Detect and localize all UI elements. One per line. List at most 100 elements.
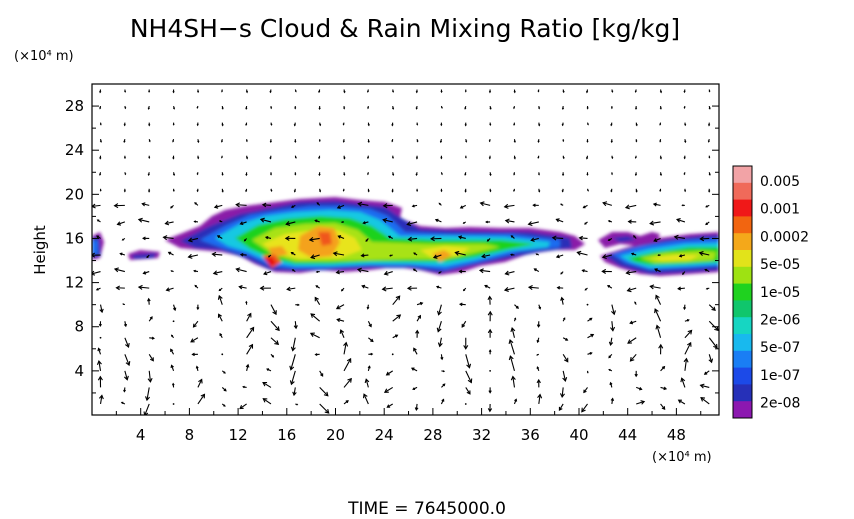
wind-arrow: [310, 254, 320, 259]
wind-arrow-head: [294, 90, 297, 93]
wind-arrow-head: [170, 270, 173, 273]
x-tick-label: 32: [472, 426, 491, 444]
wind-arrow-head: [484, 284, 488, 288]
wind-arrow-head: [245, 123, 248, 126]
wind-arrow-head: [714, 326, 719, 332]
wind-arrow-head: [293, 325, 298, 330]
wind-arrow-head: [462, 221, 465, 224]
wind-arrow-head: [314, 219, 318, 223]
wind-arrow-head: [147, 173, 150, 177]
wind-arrow: [383, 219, 393, 223]
wind-arrow-head: [217, 294, 223, 300]
wind-arrow-head: [294, 173, 297, 176]
wind-arrow-head: [385, 371, 390, 376]
wind-arrow-head: [245, 140, 248, 143]
wind-arrow-head: [196, 307, 200, 311]
wind-arrow-head: [293, 190, 296, 193]
wind-arrow-head: [239, 221, 244, 226]
wind-arrow-head: [559, 393, 565, 399]
wind-arrow-head: [360, 253, 365, 258]
wind-arrow-head: [218, 288, 222, 292]
wind-arrow-head: [537, 140, 540, 143]
wind-arrow-head: [607, 238, 611, 241]
wind-arrow-head: [318, 190, 322, 193]
colorbar-label: 0.0002: [760, 229, 809, 245]
wind-arrow-head: [172, 140, 175, 143]
wind-arrow-head: [414, 407, 419, 411]
wind-arrow-head: [319, 123, 322, 127]
x-tick-label: 44: [618, 426, 637, 444]
wind-arrow-head: [487, 408, 493, 413]
wind-arrow-head: [439, 140, 443, 144]
wind-arrow-head: [680, 377, 686, 383]
wind-arrow-head: [413, 347, 417, 352]
wind-arrow: [310, 332, 320, 339]
wind-arrow-head: [436, 327, 442, 333]
wind-arrow-head: [440, 173, 443, 176]
wind-arrow-head: [438, 202, 441, 205]
wind-arrow: [433, 254, 442, 259]
wind-arrow: [676, 218, 686, 223]
wind-arrow: [505, 271, 515, 275]
wind-arrow-head: [267, 255, 271, 258]
wind-arrow-head: [391, 190, 394, 193]
wind-arrow: [660, 403, 666, 410]
wind-arrow-head: [659, 123, 662, 126]
colorbar: 0.005 0.001 0.0002 5e-05 1e-05 2e-06 5e-07 1e-0…: [732, 165, 809, 419]
wind-arrow: [625, 204, 637, 209]
wind-arrow-head: [585, 157, 589, 160]
wind-arrow-head: [346, 357, 352, 363]
wind-arrow-head: [343, 90, 346, 94]
wind-arrow-head: [123, 140, 126, 144]
wind-arrow-head: [663, 386, 668, 391]
colorbar-swatch: [733, 317, 752, 335]
wind-arrow-head: [171, 382, 175, 386]
wind-arrow-head: [601, 254, 607, 260]
wind-arrow-head: [538, 306, 542, 310]
wind-arrow-head: [465, 156, 467, 159]
wind-arrow-head: [441, 106, 443, 109]
wind-arrow-head: [383, 388, 389, 393]
wind-arrow-head: [394, 334, 399, 338]
wind-arrow-head: [262, 382, 268, 387]
wind-arrow-head: [527, 221, 533, 227]
wind-arrow: [337, 318, 345, 322]
wind-arrow-head: [318, 156, 321, 160]
wind-arrow-head: [269, 90, 272, 94]
wind-arrow: [336, 304, 345, 310]
wind-dot: [586, 303, 589, 306]
wind-arrow-head: [590, 333, 595, 338]
wind-arrow-head: [137, 284, 143, 290]
wind-arrow-head: [370, 352, 374, 356]
colorbar-swatch: [733, 283, 752, 301]
wind-arrow: [587, 334, 594, 339]
wind-arrow-head: [124, 107, 127, 110]
wind-arrow-head: [335, 305, 341, 310]
wind-arrow-head: [389, 254, 392, 257]
wind-arrow-head: [466, 363, 472, 369]
wind-arrow: [480, 202, 491, 206]
colorbar-label: 1e-05: [760, 285, 800, 301]
wind-arrow-head: [624, 204, 630, 210]
wind-arrow-head: [366, 90, 369, 93]
wind-arrow: [214, 204, 223, 208]
wind-arrow-head: [340, 289, 344, 292]
wind-arrow-head: [97, 347, 102, 352]
wind-arrow-head: [432, 254, 438, 259]
wind-arrow-head: [310, 254, 316, 260]
wind-arrow-head: [513, 90, 516, 94]
wind-arrow-head: [713, 343, 718, 349]
wind-arrow-head: [259, 285, 265, 291]
wind-arrow-head: [562, 156, 565, 160]
y-tick-label: 4: [74, 362, 84, 380]
wind-arrow-head: [137, 217, 143, 223]
wind-arrow: [384, 271, 393, 275]
wind-arrow-head: [556, 286, 561, 290]
wind-arrow-head: [683, 357, 689, 363]
wind-arrow-head: [391, 140, 394, 143]
wind-arrow-head: [659, 90, 663, 94]
wind-arrow-head: [151, 336, 155, 340]
wind-arrow-head: [314, 353, 318, 356]
wind-arrow-head: [466, 390, 471, 395]
wind-arrow-head: [221, 107, 224, 110]
